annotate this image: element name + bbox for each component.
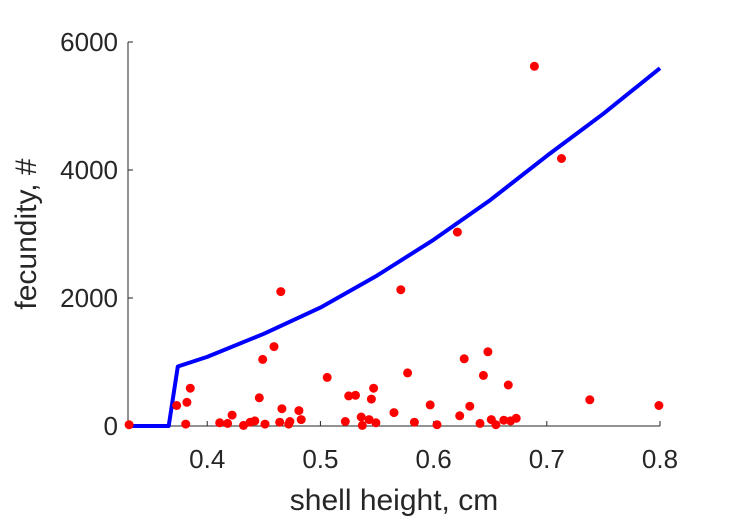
data-point [432, 420, 442, 430]
data-point [371, 418, 381, 428]
data-point [369, 383, 379, 393]
data-point [511, 413, 521, 423]
data-point [491, 420, 501, 430]
y-tick-label: 0 [104, 411, 118, 441]
data-point [296, 415, 306, 425]
data-point [340, 417, 350, 426]
data-point [182, 397, 192, 407]
y-tick-label: 4000 [60, 155, 118, 185]
data-point [172, 401, 182, 410]
data-point [294, 406, 304, 416]
data-point [475, 418, 485, 428]
data-point [250, 416, 260, 426]
data-point [499, 415, 509, 425]
data-point [344, 391, 354, 401]
data-point [275, 417, 285, 427]
data-point [215, 418, 225, 428]
x-tick-label: 0.6 [416, 444, 452, 474]
data-point [452, 227, 462, 237]
data-point [366, 394, 376, 404]
data-point [503, 380, 513, 390]
x-axis-label: shell height, cm [290, 484, 498, 517]
data-point [529, 61, 539, 71]
y-tick-label: 2000 [60, 283, 118, 313]
data-point [276, 287, 286, 297]
data-point [455, 411, 465, 421]
fit-curve-line [128, 66, 662, 428]
data-point [254, 393, 264, 403]
data-point [478, 370, 488, 380]
data-point [654, 401, 664, 410]
data-point [389, 408, 399, 418]
y-tick-label: 6000 [60, 27, 118, 57]
data-point [364, 415, 374, 425]
data-point [357, 420, 367, 430]
data-point [351, 390, 360, 400]
data-point [465, 401, 475, 411]
data-point [258, 354, 268, 364]
fit-curve-layer [128, 66, 662, 428]
data-point [285, 417, 295, 426]
data-point [585, 395, 595, 405]
data-point [483, 347, 493, 357]
axes [127, 41, 661, 427]
data-point [459, 354, 469, 364]
tick-labels: 0 2000 4000 6000 0.4 0.5 0.6 0.7 0.8 [60, 27, 678, 474]
data-point [181, 419, 191, 429]
data-point [396, 285, 406, 295]
data-point [409, 417, 419, 427]
x-tick-label: 0.8 [642, 444, 678, 474]
data-point [269, 342, 279, 352]
data-point [223, 418, 233, 428]
data-points-layer [124, 61, 664, 430]
x-tick-label: 0.5 [302, 444, 338, 474]
x-tick-label: 0.4 [189, 444, 225, 474]
data-point [124, 420, 134, 430]
data-point [185, 383, 195, 393]
data-point [356, 412, 366, 422]
y-axis-label: fecundity, # [10, 158, 43, 310]
data-point [425, 400, 435, 410]
data-point [277, 404, 287, 414]
data-point [227, 410, 237, 420]
x-tick-label: 0.7 [529, 444, 565, 474]
data-point [322, 372, 332, 382]
data-point [239, 420, 248, 430]
data-point [557, 154, 566, 163]
data-point [403, 368, 413, 378]
data-point [260, 419, 270, 429]
